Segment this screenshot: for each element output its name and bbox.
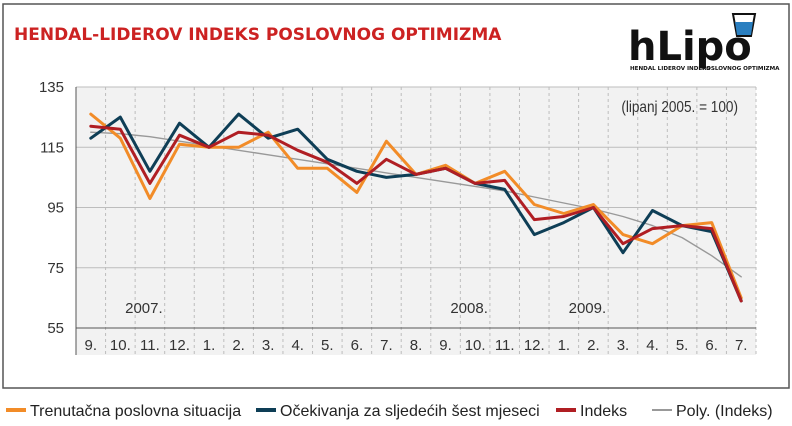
y-tick-label: 115 <box>40 139 64 156</box>
legend-label: Indeks <box>580 403 627 420</box>
series-line-indeks <box>89 124 743 303</box>
year-label: 2009. <box>569 300 607 317</box>
x-tick-label: 5. <box>676 337 689 354</box>
logo: hLipo HENDAL LIDEROV INDEKS POSLOVNOG OP… <box>628 13 780 72</box>
x-tick-label: 3. <box>617 337 630 354</box>
logo-word: hLipo <box>628 24 752 70</box>
x-tick-label: 9. <box>85 337 98 354</box>
x-tick-label: 4. <box>646 337 659 354</box>
x-tick-label: 6. <box>705 337 718 354</box>
legend-label: Trenutačna poslovna situacija <box>30 403 241 420</box>
x-tick-label: 12. <box>524 337 545 354</box>
chart-annotation: (lipanj 2005. = 100) <box>621 99 738 116</box>
year-label: 2008. <box>450 300 488 317</box>
logo-subtitle-left: HENDAL LIDEROV INDEKS <box>630 66 711 72</box>
legend-label: Očekivanja za sljedećih šest mjeseci <box>280 403 540 420</box>
legend: Trenutačna poslovna situacija Očekivanja … <box>6 403 773 420</box>
x-tick-label: 8. <box>410 337 423 354</box>
year-labels: 2007. 2008. 2009. <box>125 300 606 317</box>
axis-ticks: 55 75 95 115 135 9. 10. 11. 12. 1. 2. 3. 4. 5. 6. 7. 8. 9… <box>39 79 748 354</box>
logo-subtitle-right: POSLOVNOG OPTIMIZMA <box>702 66 780 72</box>
x-tick-label: 10. <box>110 337 131 354</box>
x-tick-label: 9. <box>439 337 452 354</box>
x-tick-label: 12. <box>169 337 190 354</box>
y-tick-label: 135 <box>39 79 64 96</box>
legend-label: Poly. (Indeks) <box>676 403 773 420</box>
glass-icon <box>731 13 757 37</box>
x-tick-label: 10. <box>465 337 486 354</box>
x-tick-label: 4. <box>291 337 304 354</box>
x-tick-label: 11. <box>140 337 160 354</box>
chart-title: HENDAL-LIDEROV INDEKS POSLOVNOG OPTIMIZM… <box>14 25 502 45</box>
x-tick-label: 2. <box>232 337 245 354</box>
series-lines <box>89 112 743 303</box>
year-label: 2007. <box>125 300 163 317</box>
y-tick-label: 55 <box>47 320 64 337</box>
x-tick-label: 1. <box>203 337 216 354</box>
x-tick-label: 7. <box>735 337 748 354</box>
x-tick-label: 2. <box>587 337 600 354</box>
x-tick-label: 6. <box>351 337 364 354</box>
x-tick-label: 3. <box>262 337 275 354</box>
x-tick-label: 5. <box>321 337 334 354</box>
x-tick-label: 1. <box>558 337 571 354</box>
x-tick-label: 11. <box>495 337 515 354</box>
y-tick-label: 75 <box>47 260 64 277</box>
x-tick-label: 7. <box>380 337 393 354</box>
y-tick-label: 95 <box>47 200 64 217</box>
